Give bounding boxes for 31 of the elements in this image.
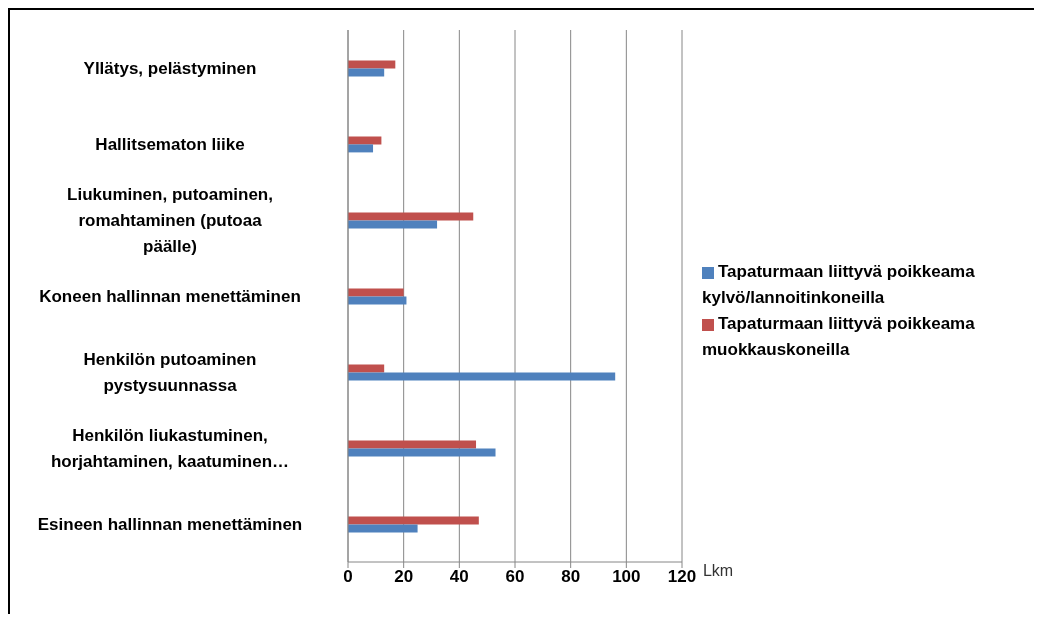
legend-label: Tapaturmaan liittyvä poikkeama kylvö/lannoitinkoneilla — [702, 262, 975, 307]
x-tick-label: 80 — [561, 567, 581, 587]
bar — [348, 220, 438, 229]
bar — [348, 288, 404, 297]
bar — [348, 68, 385, 77]
x-tick-label: 20 — [394, 567, 414, 587]
bar — [348, 516, 479, 525]
y-tick-label: Liukuminen, putoaminen, romahtaminen (putoaa päälle) — [67, 184, 273, 256]
bar — [348, 136, 382, 145]
y-tick-label: Henkilön putoaminen pystysuunnassa — [83, 349, 257, 395]
x-tick-label: 0 — [343, 567, 353, 587]
legend-label: Tapaturmaan liittyvä poikkeama muokkauskoneilla — [702, 314, 975, 359]
bar — [348, 372, 616, 381]
y-tick-label: Hallitsematon liike — [95, 134, 245, 154]
bar — [348, 296, 407, 305]
bar — [348, 60, 396, 69]
bar — [348, 144, 374, 153]
y-tick-label: Esineen hallinnan menettäminen — [37, 514, 303, 534]
x-tick-label: 100 — [612, 567, 641, 587]
bar — [348, 448, 496, 457]
x-tick-label: 120 — [667, 567, 697, 587]
y-tick-label: Yllätys, pelästyminen — [83, 58, 257, 78]
y-tick-label: Henkilön liukastuminen, horjahtaminen, kaatuminen… — [50, 425, 290, 471]
x-tick-label: 60 — [505, 567, 525, 587]
x-axis-title: Lkm — [702, 562, 734, 579]
bar — [348, 212, 474, 221]
bar — [348, 524, 418, 533]
bar — [348, 364, 385, 373]
y-tick-label: Koneen hallinnan menettäminen — [39, 286, 301, 306]
bar — [348, 440, 477, 449]
x-tick-label: 40 — [449, 567, 469, 587]
